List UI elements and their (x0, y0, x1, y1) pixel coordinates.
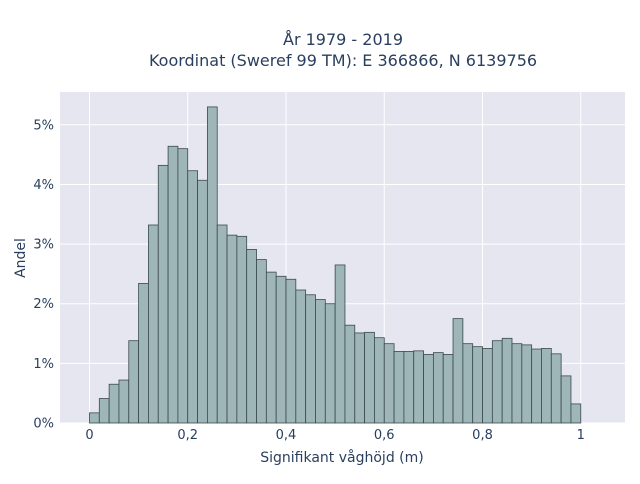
histogram-bar (324, 303, 336, 424)
y-tick-label: 4% (33, 178, 54, 193)
histogram-bar (570, 403, 582, 424)
histogram-bar (305, 294, 316, 424)
histogram-bar (226, 234, 238, 424)
chart-title-line-1: År 1979 - 2019 (283, 30, 403, 49)
histogram-bar (550, 353, 562, 424)
histogram-bar (98, 398, 110, 424)
histogram-bar (511, 343, 523, 424)
y-tick-label: 1% (33, 357, 54, 372)
histogram-bar (452, 318, 464, 424)
histogram-bar (275, 275, 287, 424)
y-tick-label: 0% (33, 417, 54, 432)
histogram-bar (531, 348, 542, 424)
histogram-bar (344, 324, 356, 424)
histogram-bar (491, 340, 503, 424)
histogram-bar (265, 271, 277, 424)
histogram-bar (236, 235, 248, 424)
histogram-bar (128, 340, 140, 424)
x-tick-label: 0,6 (374, 428, 395, 443)
chart-title-line-2: Koordinat (Sweref 99 TM): E 366866, N 61… (149, 51, 537, 70)
y-tick-label: 5% (33, 118, 54, 133)
histogram-bar (413, 350, 424, 424)
x-tick-label: 0,4 (276, 428, 297, 443)
histogram-bar (501, 337, 513, 424)
histogram-bar (364, 331, 375, 424)
y-tick-label: 2% (33, 297, 54, 312)
histogram-bar (374, 337, 385, 424)
histogram-bar (216, 224, 228, 424)
histogram-bar (167, 145, 179, 424)
histogram-bar (157, 164, 169, 424)
histogram-bar (432, 352, 444, 424)
y-tick-label: 3% (33, 238, 54, 253)
histogram-bar (108, 383, 120, 424)
x-tick-label: 0 (85, 428, 93, 443)
histogram-bar (315, 299, 326, 424)
x-tick-label: 0,8 (472, 428, 493, 443)
histogram-bar (246, 249, 257, 424)
histogram-bar (403, 351, 415, 424)
histogram-bar (354, 332, 366, 424)
histogram-bar (541, 348, 552, 424)
bars (89, 106, 582, 424)
histogram-bar (462, 343, 474, 424)
histogram-bar (393, 351, 405, 424)
histogram-bar (89, 412, 100, 424)
histogram-bar (256, 259, 267, 424)
histogram-bar (148, 224, 159, 424)
histogram-bar (197, 179, 208, 424)
histogram-bar (206, 106, 218, 424)
histogram-bar (334, 264, 346, 424)
histogram-bar (423, 354, 434, 424)
histogram-bar (177, 148, 189, 424)
histogram-bar (383, 343, 395, 424)
histogram-bar (187, 170, 198, 424)
histogram-bar (138, 283, 149, 424)
x-tick-label: 1 (577, 428, 585, 443)
histogram-bar (442, 354, 454, 424)
x-tick-label: 0,2 (177, 428, 198, 443)
histogram-bar (482, 348, 493, 424)
histogram-bar (560, 375, 572, 424)
histogram-bar (472, 346, 483, 424)
histogram-bar (521, 344, 533, 424)
histogram-bar (295, 289, 307, 424)
x-tick-labels: 0 0,2 0,4 0,6 0,8 1 (85, 428, 585, 443)
x-axis-title: Signifikant våghöjd (m) (260, 449, 423, 466)
y-axis-title: Andel (13, 238, 29, 278)
y-tick-labels: 0% 1% 2% 3% 4% 5% (33, 118, 54, 431)
histogram-bar (285, 278, 297, 424)
histogram-bar (118, 379, 130, 424)
